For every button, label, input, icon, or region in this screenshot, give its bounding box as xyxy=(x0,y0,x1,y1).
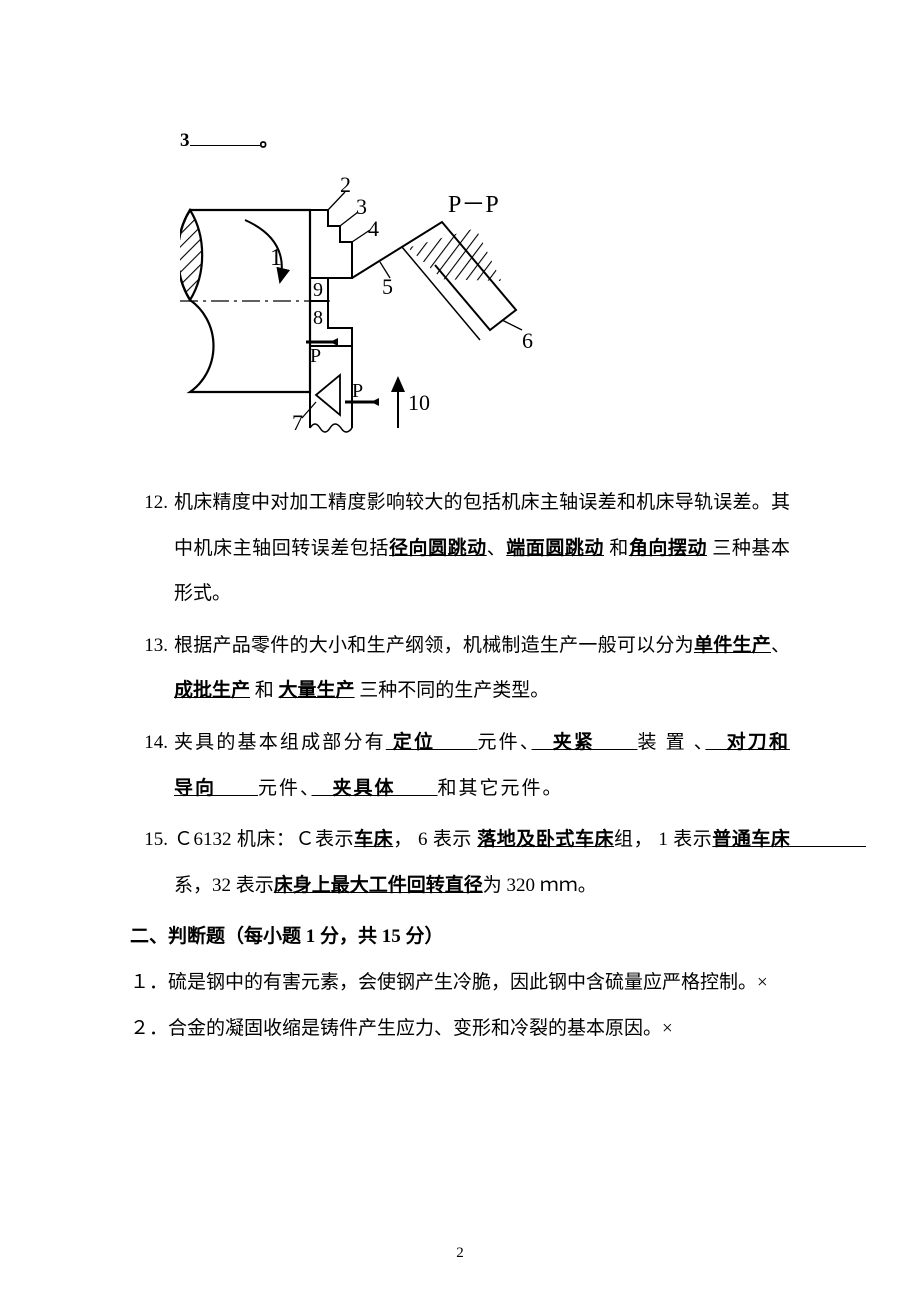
tf2: ２．合金的凝固收缩是铸件产生应力、变形和冷裂的基本原因。× xyxy=(130,1006,790,1052)
tf1-num: １． xyxy=(130,972,168,993)
q13-b1: 单件生产 xyxy=(694,635,771,656)
tf2-num: ２． xyxy=(130,1018,168,1039)
q14-t3: 元件、 xyxy=(258,778,312,799)
q15-b1: 车床 xyxy=(354,829,393,850)
triangle-7 xyxy=(316,375,340,415)
q15-num: 15. xyxy=(130,817,168,908)
q15-b3: 普通车床 xyxy=(712,829,866,850)
q14-b2: 夹紧 xyxy=(532,732,638,753)
q13-num: 13. xyxy=(130,623,168,714)
q12-sep2: 和 xyxy=(604,538,629,559)
label-P1: P xyxy=(310,345,321,367)
label-1: 1 xyxy=(270,245,282,271)
q12-b2: 端面圆跳动 xyxy=(506,538,604,559)
q13-b2: 成批生产 xyxy=(174,680,250,701)
q13-post: 三种不同的生产类型。 xyxy=(355,680,550,701)
q15-pre: Ｃ6132 机床：Ｃ表示 xyxy=(174,829,354,850)
leader-6 xyxy=(502,320,522,330)
label-3: 3 xyxy=(356,194,367,219)
q15: 15. Ｃ6132 机床：Ｃ表示车床， 6 表示 落地及卧式车床组， 1 表示普… xyxy=(130,817,790,908)
q13-sep1: 、 xyxy=(771,635,790,656)
q14-t2: 装 置 、 xyxy=(637,732,705,753)
label-P2: P xyxy=(352,380,363,402)
label-9: 9 xyxy=(313,279,323,301)
diagram-svg: P P 1 2 3 4 5 6 7 8 9 10 P－P xyxy=(180,170,580,435)
label-6: 6 xyxy=(522,328,533,353)
q12-sep1: 、 xyxy=(487,538,507,559)
tf1-text: 硫是钢中的有害元素，会使钢产生冷脆，因此钢中含硫量应严格控制。 xyxy=(168,972,757,993)
label-4: 4 xyxy=(368,216,379,241)
q15-t1: ， 6 表示 xyxy=(393,829,477,850)
q14-b1: 定位 xyxy=(386,732,478,753)
label-10: 10 xyxy=(408,390,430,415)
section-mark-p-lower: P xyxy=(345,380,379,406)
q14: 14. 夹具的基本组成部分有 定位 元件、 夹紧 装 置 、 对刀和导向 元件、… xyxy=(130,720,790,811)
q3-tail: 。 xyxy=(260,130,279,151)
tf2-text: 合金的凝固收缩是铸件产生应力、变形和冷裂的基本原因。 xyxy=(168,1018,662,1039)
q13-sep2: 和 xyxy=(250,680,279,701)
tf1: １．硫是钢中的有害元素，会使钢产生冷脆，因此钢中含硫量应严格控制。× xyxy=(130,960,790,1006)
q12-b3: 角向摆动 xyxy=(629,538,707,559)
q15-t3: 系，32 表示 xyxy=(174,875,274,896)
tf2-ans: × xyxy=(662,1018,673,1039)
label-PP: P－P xyxy=(448,192,499,218)
q14-t4: 和其它元件。 xyxy=(438,778,564,799)
q14-num: 14. xyxy=(130,720,168,811)
label-5: 5 xyxy=(382,274,393,299)
label-2: 2 xyxy=(340,172,351,197)
q14-t1: 元件、 xyxy=(478,732,532,753)
q15-b4: 床身上最大工件回转直径 xyxy=(274,875,483,896)
break-line xyxy=(310,424,352,432)
q15-b2: 落地及卧式车床 xyxy=(477,829,614,850)
q15-t2: 组， 1 表示 xyxy=(614,829,712,850)
q12-num: 12. xyxy=(130,480,168,617)
q3-num: 3 xyxy=(180,130,190,151)
q14-b4: 夹具体 xyxy=(312,778,438,799)
label-7: 7 xyxy=(292,410,303,435)
tool-diagram: P P 1 2 3 4 5 6 7 8 9 10 P－P xyxy=(180,170,790,440)
tf1-ans: × xyxy=(757,972,768,993)
q12-body: 机床精度中对加工精度影响较大的包括机床主轴误差和机床导轨误差。其中机床主轴回转误… xyxy=(174,480,790,617)
q13: 13. 根据产品零件的大小和生产纲领，机械制造生产一般可以分为单件生产、成批生产… xyxy=(130,623,790,714)
q3-fragment: 3。 xyxy=(180,125,790,152)
page-number: 2 xyxy=(0,1245,920,1262)
q13-body: 根据产品零件的大小和生产纲领，机械制造生产一般可以分为单件生产、成批生产 和 大… xyxy=(174,623,790,714)
q15-body: Ｃ6132 机床：Ｃ表示车床， 6 表示 落地及卧式车床组， 1 表示普通车床 … xyxy=(174,817,790,908)
workpiece-hatch xyxy=(180,210,202,300)
q14-pre: 夹具的基本组成部分有 xyxy=(174,732,386,753)
q13-pre: 根据产品零件的大小和生产纲领，机械制造生产一般可以分为 xyxy=(174,635,694,656)
q15-t4: 为 320 ｍｍ。 xyxy=(483,875,597,896)
q14-body: 夹具的基本组成部分有 定位 元件、 夹紧 装 置 、 对刀和导向 元件、 夹具体… xyxy=(174,720,790,811)
q13-b3: 大量生产 xyxy=(279,680,355,701)
label-8: 8 xyxy=(313,307,323,329)
section-mark-p-upper: P xyxy=(306,338,338,367)
section2-heading: 二、判断题（每小题 1 分，共 15 分） xyxy=(130,914,790,960)
q12-b1: 径向圆跳动 xyxy=(389,538,487,559)
q12: 12. 机床精度中对加工精度影响较大的包括机床主轴误差和机床导轨误差。其中机床主… xyxy=(130,480,790,617)
q3-blank xyxy=(190,145,260,146)
